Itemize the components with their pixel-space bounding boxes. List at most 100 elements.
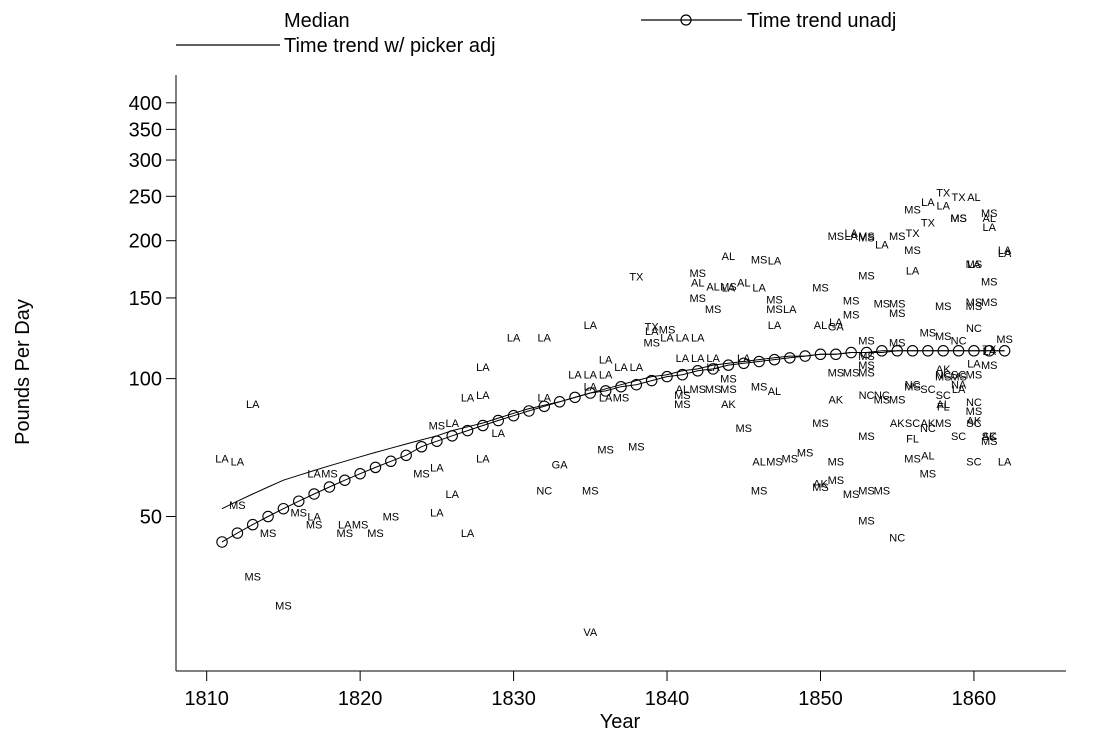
median-point-label: AK [921,418,936,430]
median-point-label: MS [858,485,875,497]
median-point-label: MS [643,337,660,349]
series-marker [323,481,336,493]
median-point-label: MS [981,436,998,448]
median-point-label: LA [998,248,1012,260]
median-point-label: LA [967,259,981,271]
legend: Median Time trend unadj Time trend w/ pi… [176,10,896,57]
median-point-label: LA [476,390,490,402]
median-point-label: LA [844,228,858,240]
median-point-label: MS [981,276,998,288]
median-point-label: MS [904,382,921,394]
median-point-label: TX [906,228,921,240]
median-point-label: LA [937,200,951,212]
median-point-label: LA [599,370,613,382]
median-point-label: LA [952,384,966,396]
median-point-label: AL [737,278,750,290]
median-point-label: NC [905,380,921,392]
median-point-label: MS [812,418,829,430]
median-point-label: MS [736,423,753,435]
median-point-label: FL [906,434,919,446]
median-point-label: MS [720,374,737,386]
median-point-label: MS [413,469,430,481]
median-point-label: MS [674,399,691,411]
median-point-label: NC [859,390,875,402]
series-marker [385,455,397,468]
median-point-label: MS [689,268,706,280]
median-point-label: MS [935,301,952,313]
median-point-label: MS [966,406,983,418]
median-point-label: MS [920,328,937,340]
series-marker [738,357,750,370]
series-marker [707,363,719,375]
series-marker [691,365,704,377]
median-point-label: LA [906,266,920,278]
median-point-label: LA [706,353,720,365]
median-point-label: AL [967,192,980,204]
series-marker [262,510,274,523]
median-point-label: AL [752,456,765,468]
median-point-label: MS [321,469,338,481]
series-marker [246,518,259,531]
median-point-label: VA [583,627,598,639]
x-tick-label: 1860 [952,688,997,710]
median-point-label: MS [904,245,921,257]
y-tick-label: 200 [129,231,162,253]
median-point-label: TX [936,187,951,199]
median-point-label: MS [429,421,446,433]
median-point-label: LA [568,370,582,382]
series-marker [507,409,520,422]
median-point-label: MS [843,368,860,380]
median-point-label: MS [306,520,323,532]
series-marker [293,495,305,507]
median-point-label: LA [430,462,444,474]
median-point-label: MS [244,571,261,583]
median-point-label: MS [981,360,998,372]
median-point-label: MS [981,208,998,220]
x-tick-label: 1830 [491,688,536,710]
median-point-label: LA [538,332,552,344]
axes: 50 100 150 200 250 300 350 400 1810 1820 1830 1840… [12,75,1066,733]
median-point-label: SC [951,431,966,443]
median-point-label: TX [952,192,967,204]
median-point-label: NC [951,336,967,348]
median-point-label: AK [967,416,982,428]
series-marker [553,396,566,408]
series-marker [768,353,781,366]
median-point-label: LA [476,362,490,374]
median-point-label: MS [874,395,891,407]
median-point-label: TX [629,272,644,284]
median-point-label: MS [935,372,952,384]
median-point-label: LA [844,231,858,243]
median-point-label: LA [476,453,490,465]
median-point-label: TX [645,321,660,333]
median-point-label: GA [828,321,845,333]
median-point-label: SC [920,384,935,396]
median-point-label: LA [461,528,475,540]
median-point-label: GA [552,459,569,471]
median-point-label: FL [937,401,950,413]
median-point-label: NC [966,397,982,409]
median-point-label: MS [966,297,983,309]
median-point-label: MS [659,324,676,336]
median-point-label: MS [751,485,768,497]
median-point-label: MS [689,293,706,305]
median-point-label: MS [889,231,906,243]
median-point-label: LA [921,197,935,209]
series-marker [676,368,689,381]
median-point-label: LA [967,358,981,370]
median-point-label: MS [858,431,875,443]
y-axis-title: Pounds Per Day [12,299,34,445]
median-point-label: MS [889,298,906,310]
median-point-label: MS [674,390,691,402]
median-point-label: MS [966,301,983,313]
median-point-label: MS [950,213,967,225]
median-point-label: MS [920,469,937,481]
median-point-label: AL [921,450,934,462]
median-point-label: NC [889,532,905,544]
median-point-label: LA [584,370,598,382]
median-point-label: MS [751,254,768,266]
median-point-label: MS [858,360,875,372]
median-point-label: LA [215,453,229,465]
